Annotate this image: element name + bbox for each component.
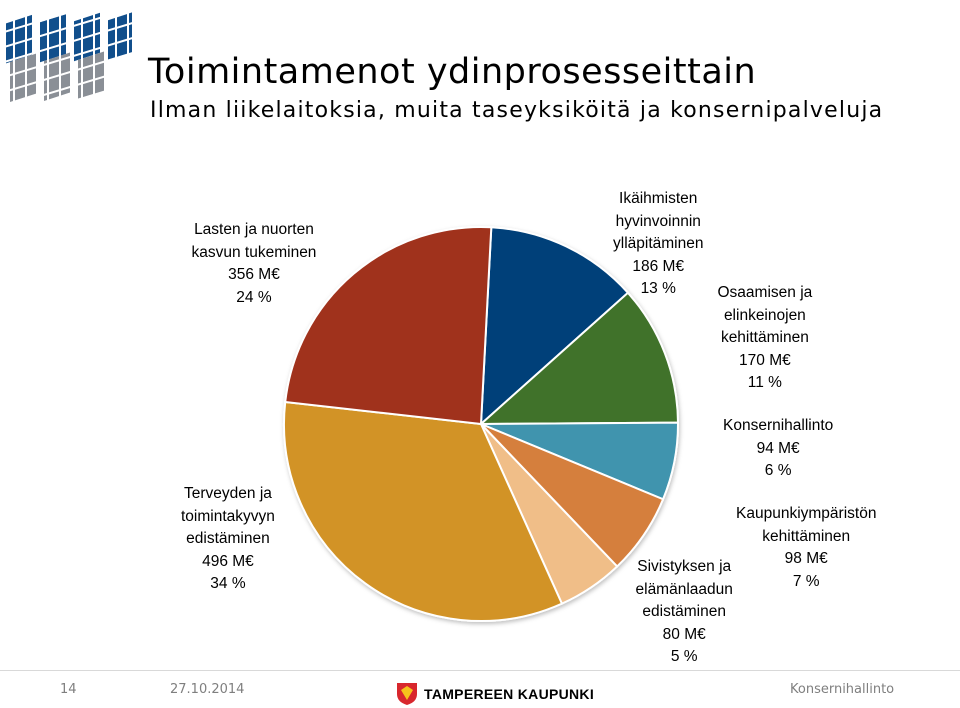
- footer-date: 27.10.2014: [170, 682, 245, 697]
- slice-value-label: 186 M€: [632, 257, 685, 275]
- slice-label-3: Kaupunkiympäristön kehittäminen 98 M€ 7 %: [736, 503, 876, 593]
- slice-label-name-line: edistäminen: [642, 603, 726, 620]
- brand-name: TAMPEREEN KAUPUNKI: [424, 686, 595, 702]
- slice-label-name-line: Konsernihallinto: [723, 417, 834, 434]
- slice-label-name-line: elinkeinojen: [723, 306, 806, 324]
- slice-percent-label: 6 %: [764, 462, 792, 479]
- slice-value-label: 80 M€: [662, 625, 706, 643]
- pie-slice-6: [284, 226, 493, 426]
- slice-label-name-line: Sivistyksen ja: [637, 558, 732, 575]
- slice-label-5: Terveyden ja toimintakyvyn edistäminen 496 …: [181, 483, 275, 596]
- slice-label-name-line: toimintakyvyn: [181, 507, 275, 525]
- slice-label-4: Sivistyksen ja elämänlaadun edistäminen 80 …: [636, 556, 733, 669]
- slice-label-name-line: elämänlaadun: [635, 580, 733, 598]
- slice-value-label: 170 M€: [739, 351, 791, 369]
- slice-label-name-line: kehittäminen: [720, 329, 809, 346]
- slice-percent-label: 24 %: [236, 288, 272, 306]
- slice-percent-label: 11 %: [747, 374, 782, 391]
- pie-slice-5: [283, 400, 564, 622]
- slice-label-0: Ikäihmisten hyvinvoinnin ylläpitäminen 186 …: [613, 188, 703, 301]
- slice-label-name-line: ylläpitäminen: [613, 235, 704, 252]
- slice-label-6: Lasten ja nuorten kasvun tukeminen 356 M€ 2…: [192, 219, 317, 309]
- slice-label-name-line: Kaupunkiympäristön: [736, 505, 877, 522]
- slice-label-name-line: hyvinvoinnin: [615, 212, 701, 230]
- slice-label-name-line: Ikäihmisten: [619, 190, 698, 207]
- page-subtitle: Ilman liikelaitoksia, muita taseyksiköit…: [150, 98, 884, 123]
- pie-slice-0: [479, 226, 630, 427]
- page-title: Toimintamenot ydinprosesseittain: [148, 52, 757, 92]
- slice-value-label: 496 M€: [202, 552, 254, 570]
- slice-label-name-line: kasvun tukeminen: [191, 243, 317, 261]
- slice-label-name-line: Terveyden ja: [184, 485, 272, 502]
- slice-label-name-line: edistäminen: [186, 530, 270, 547]
- slice-percent-label: 13 %: [640, 280, 676, 297]
- slice-percent-label: 34 %: [210, 575, 246, 592]
- pie-slice-1: [478, 291, 680, 426]
- slice-value-label: 94 M€: [756, 439, 800, 457]
- slice-value-label: 356 M€: [228, 266, 280, 283]
- slice-label-name-line: kehittäminen: [762, 527, 851, 545]
- footer-divider: [0, 670, 960, 671]
- slice-percent-label: 5 %: [670, 648, 698, 665]
- brand-logo: TAMPEREEN KAUPUNKI: [396, 682, 594, 706]
- footer-unit: Konsernihallinto: [790, 682, 895, 697]
- slice-label-name-line: Lasten ja nuorten: [194, 221, 314, 238]
- logo-icon: [4, 2, 136, 140]
- city-crest-icon: [397, 683, 417, 705]
- slice-value-label: 98 M€: [784, 550, 828, 567]
- slice-label-name-line: Osaamisen ja: [717, 284, 813, 301]
- slice-percent-label: 7 %: [792, 572, 820, 590]
- page-number: 14: [60, 682, 77, 697]
- slice-label-2: Konsernihallinto 94 M€ 6 %: [723, 415, 833, 483]
- slice-label-1: Osaamisen ja elinkeinojen kehittäminen 170 …: [718, 282, 813, 395]
